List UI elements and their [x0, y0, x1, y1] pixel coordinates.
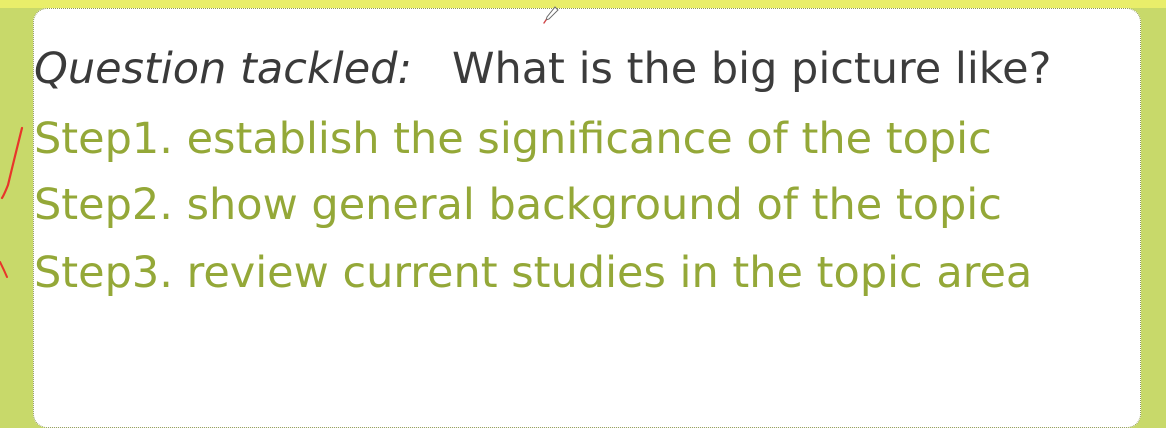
step-1: Step1. establish the significance of the…	[34, 114, 992, 164]
annotation-stroke-lower	[0, 261, 8, 278]
question-text: What is the big picture like?	[451, 44, 1052, 94]
step-2: Step2. show general background of the to…	[34, 180, 1002, 230]
pen-cursor-icon	[543, 6, 559, 24]
step-3: Step3. review current studies in the top…	[34, 248, 1033, 298]
question-line: Question tackled: What is the big picture…	[34, 43, 1051, 95]
slide-content-panel: Question tackled: What is the big picture…	[33, 8, 1141, 428]
slide-top-border	[0, 0, 1166, 8]
annotation-stroke-upper	[0, 126, 24, 200]
question-label: Question tackled:	[34, 44, 412, 94]
